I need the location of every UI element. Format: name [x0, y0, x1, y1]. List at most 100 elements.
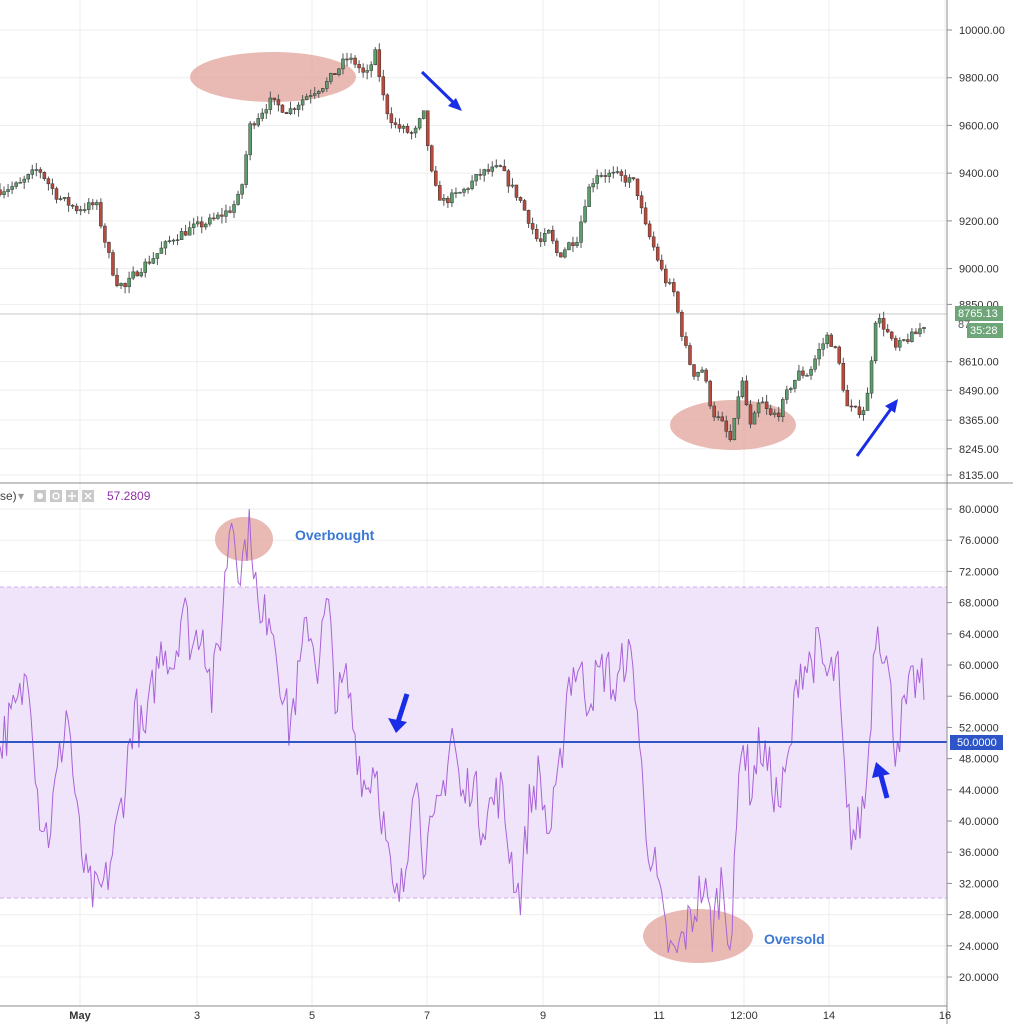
candle-body: [865, 392, 870, 411]
candle-body: [438, 185, 442, 201]
candle-body: [446, 198, 450, 204]
rsi-value: 57.2809: [107, 489, 151, 503]
candle-body: [38, 169, 43, 173]
candle-body: [187, 227, 192, 236]
candle-body: [772, 412, 777, 415]
gear-icon[interactable]: [50, 490, 62, 502]
candle-body: [647, 223, 652, 238]
candle-body: [91, 202, 95, 206]
candle-body: [381, 76, 386, 96]
candle-body: [296, 104, 301, 110]
candle-body: [659, 259, 664, 270]
candle-body: [341, 58, 345, 70]
candle-body: [119, 283, 123, 286]
candle-body: [680, 311, 684, 337]
candle-body: [78, 209, 83, 212]
candle-body: [252, 123, 256, 126]
candle-body: [579, 221, 583, 243]
candle-body: [664, 268, 668, 284]
rsi-tick-label: 40.0000: [959, 816, 999, 828]
price-tick-label: 9000.00: [959, 264, 999, 276]
candle-body: [26, 174, 30, 180]
legend-dropdown-icon[interactable]: ▾: [18, 489, 24, 503]
candle-body: [401, 126, 406, 129]
candle-body: [70, 204, 75, 207]
candle-body: [623, 175, 628, 183]
candle-body: [704, 369, 708, 382]
candle-body: [643, 207, 648, 225]
candle-body: [829, 334, 833, 347]
candle-body: [365, 70, 369, 73]
candle-body: [708, 380, 712, 407]
candle-body: [732, 417, 737, 440]
candle-body: [389, 113, 394, 124]
candle-body: [567, 242, 571, 251]
candle-body: [498, 165, 503, 167]
candle-body: [764, 401, 769, 409]
candle-body: [559, 252, 563, 258]
candle-body: [454, 192, 458, 194]
candle-body: [429, 145, 434, 172]
candle-body: [10, 186, 14, 190]
candle-body: [369, 64, 373, 71]
candle-body: [74, 205, 79, 212]
price-tick-label: 9400.00: [959, 168, 999, 180]
rsi-tick-label: 56.0000: [959, 691, 999, 703]
price-tick-label: 9200.00: [959, 216, 999, 228]
candle-body: [510, 184, 515, 187]
candle-body: [425, 110, 430, 147]
countdown-label: 35:28: [970, 325, 998, 337]
rsi-tick-label: 48.0000: [959, 754, 999, 766]
candle-body: [123, 283, 127, 288]
price-tick-label: 8490.00: [959, 385, 999, 397]
candle-body: [103, 225, 107, 243]
candle-body: [635, 178, 640, 196]
rsi-tick-label: 64.0000: [959, 629, 999, 641]
candle-body: [442, 198, 446, 201]
candle-body: [2, 191, 6, 195]
rsi-tick-label: 28.0000: [959, 910, 999, 922]
candle-body: [526, 210, 531, 224]
arrow-down-1: [420, 70, 462, 111]
candle-body: [199, 221, 204, 228]
candle-body: [607, 172, 612, 177]
price-tick-label: 9600.00: [959, 120, 999, 132]
rsi-tick-label: 44.0000: [959, 785, 999, 797]
candle-body: [555, 240, 559, 253]
candle-body: [478, 174, 482, 176]
candle-body: [619, 171, 624, 176]
candle-body: [87, 202, 91, 210]
price-tick-label: 8245.00: [959, 444, 999, 456]
candle-body: [272, 97, 277, 100]
price-tick-label: 9800.00: [959, 73, 999, 85]
candle-body: [748, 404, 753, 425]
candle-body: [204, 223, 208, 228]
candle-body: [910, 331, 914, 342]
candle-body: [906, 339, 910, 342]
candle-body: [752, 412, 757, 425]
candle-body: [42, 172, 47, 179]
candle-body: [744, 380, 749, 406]
candle-body: [817, 349, 821, 360]
candle-body: [159, 247, 164, 254]
candle-body: [692, 364, 696, 377]
candle-body: [95, 202, 99, 206]
candle-body: [357, 64, 361, 69]
candle-body: [894, 338, 898, 348]
candle-body: [700, 369, 704, 373]
candle-body: [506, 170, 511, 187]
candle-body: [163, 241, 168, 249]
candle-body: [248, 123, 252, 156]
candle-body: [898, 340, 902, 348]
candle-body: [111, 252, 115, 276]
candle-body: [434, 170, 438, 186]
candle-body: [849, 405, 854, 408]
candle-body: [349, 57, 353, 60]
candle-body: [603, 175, 607, 177]
current-price-tag-bg: [955, 306, 1003, 321]
gear-icon-center: [52, 492, 60, 500]
candle-body: [99, 202, 103, 227]
candle-body: [385, 94, 390, 115]
candle-body: [50, 183, 55, 189]
candle-body: [228, 210, 232, 213]
